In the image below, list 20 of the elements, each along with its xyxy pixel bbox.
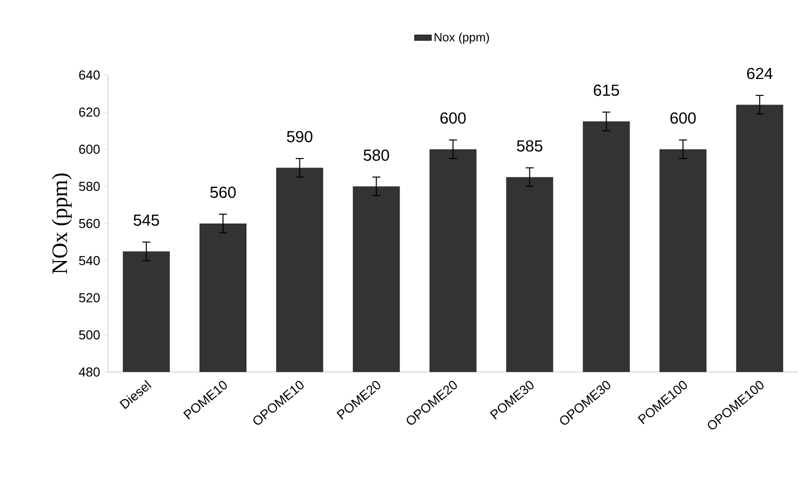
y-tick-label: 520 (79, 293, 100, 302)
y-tick-label: 640 (79, 70, 100, 80)
data-label: 600 (670, 112, 696, 124)
y-tick-label: 600 (79, 144, 100, 154)
legend-label: Nox (ppm) (434, 32, 489, 44)
y-tick-label: 540 (79, 256, 100, 266)
y-tick-label: 580 (79, 182, 100, 191)
data-label: 600 (440, 112, 466, 124)
data-label: 560 (210, 186, 236, 198)
data-label: 580 (364, 150, 390, 161)
y-tick-label: 560 (79, 218, 100, 228)
data-label: 624 (747, 68, 773, 80)
data-label: 590 (286, 130, 312, 142)
data-label: 615 (594, 84, 620, 96)
y-tick-label: 500 (79, 330, 100, 340)
data-label: 585 (516, 140, 542, 152)
data-label: 545 (134, 214, 160, 226)
y-axis-title: NOx (ppm) (52, 173, 72, 274)
y-tick-label: 620 (79, 108, 100, 117)
y-tick-label: 480 (78, 367, 100, 377)
